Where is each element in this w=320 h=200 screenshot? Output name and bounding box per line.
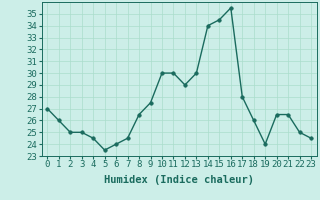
X-axis label: Humidex (Indice chaleur): Humidex (Indice chaleur) [104,175,254,185]
